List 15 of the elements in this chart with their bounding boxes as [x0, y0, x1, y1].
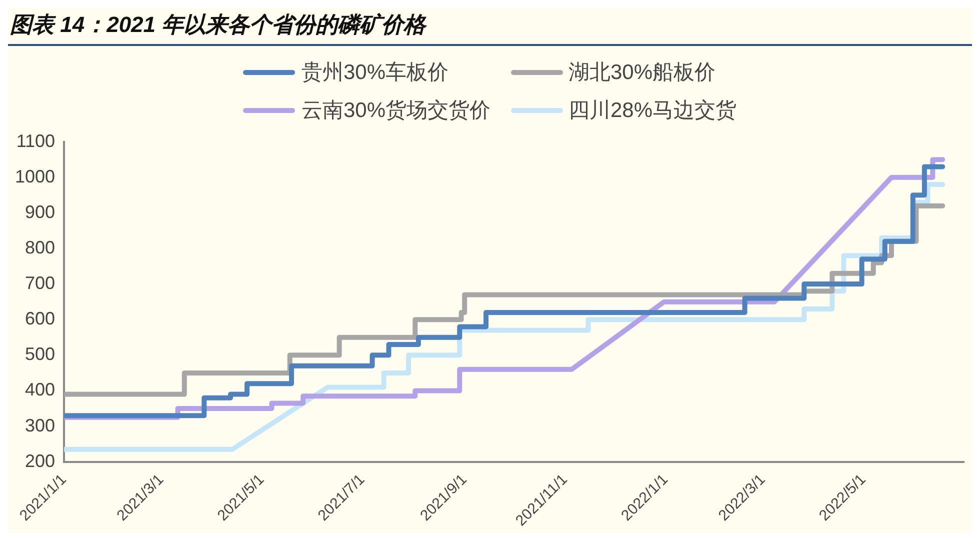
- y-tick-label: 400: [24, 380, 56, 400]
- y-tick-label: 700: [24, 273, 56, 294]
- y-tick-label: 300: [24, 415, 56, 436]
- y-tick-label: 200: [24, 450, 56, 471]
- y-tick-label: 1000: [14, 166, 56, 186]
- legend-label: 贵州30%车板价: [301, 60, 448, 86]
- y-tick-label: 500: [24, 344, 56, 364]
- legend-label: 四川28%马边交货: [568, 98, 737, 124]
- y-tick-label: 1100: [16, 130, 56, 151]
- y-tick-label: 600: [24, 308, 56, 329]
- legend-label: 湖北30%船板价: [568, 60, 716, 86]
- legend-label: 云南30%货场交货价: [301, 98, 490, 124]
- y-tick-label: 800: [24, 237, 56, 258]
- chart-title: 图表 14：2021 年以来各个省份的磷矿价格: [8, 8, 972, 46]
- y-tick-label: 900: [24, 202, 56, 222]
